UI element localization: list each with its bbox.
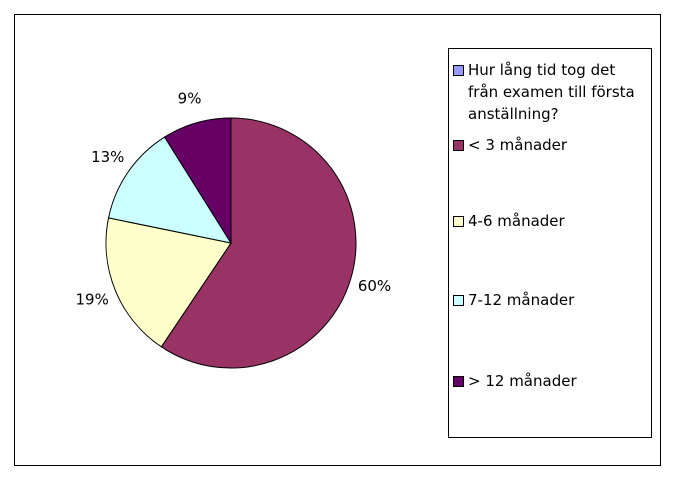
legend-entry: > 12 månader xyxy=(453,370,649,392)
legend-swatch xyxy=(453,140,464,151)
legend-swatch xyxy=(453,65,464,76)
legend: Hur lång tid tog det från examen till fö… xyxy=(448,48,652,438)
legend-label: < 3 månader xyxy=(468,136,568,154)
legend-label: 4-6 månader xyxy=(468,212,565,230)
legend-label: > 12 månader xyxy=(468,372,577,390)
legend-entry: Hur lång tid tog det från examen till fö… xyxy=(453,59,649,125)
legend-entry: < 3 månader xyxy=(453,134,649,156)
legend-entry: 4-6 månader xyxy=(453,210,649,232)
legend-swatch xyxy=(453,295,464,306)
legend-label: Hur lång tid tog det från examen till fö… xyxy=(468,61,635,123)
legend-entry: 7-12 månader xyxy=(453,289,649,311)
pie-slice xyxy=(105,217,232,348)
data-label: 19% xyxy=(76,290,109,308)
pie-slice xyxy=(163,117,232,245)
legend-label: 7-12 månader xyxy=(468,291,575,309)
pie-slice xyxy=(160,117,357,369)
data-label: 60% xyxy=(358,277,391,295)
pie-slice xyxy=(107,136,233,244)
data-label: 9% xyxy=(178,89,202,107)
legend-swatch xyxy=(453,216,464,227)
legend-swatch xyxy=(453,376,464,387)
data-label: 13% xyxy=(91,148,124,166)
